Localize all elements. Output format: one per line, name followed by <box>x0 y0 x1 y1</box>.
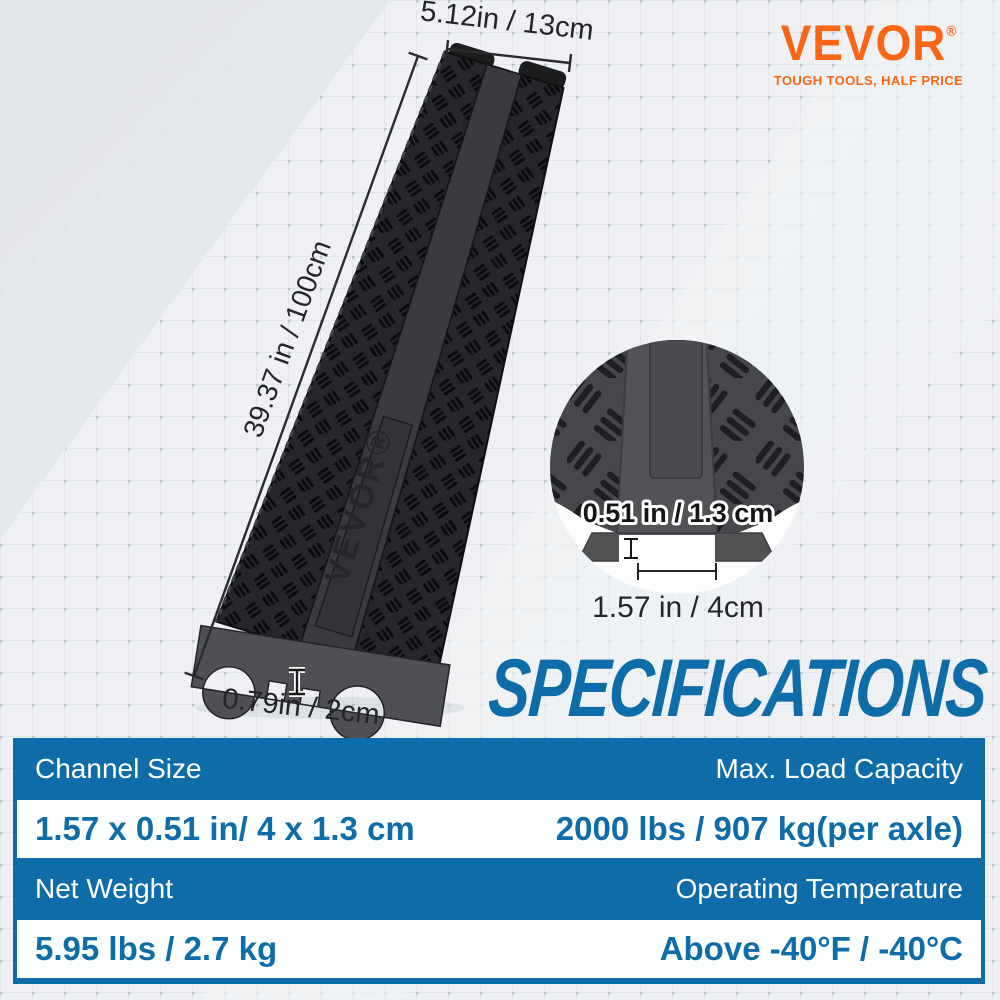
width-dimension-line <box>444 39 573 73</box>
brand-wordmark: VEVOR® <box>781 18 957 68</box>
height-dimension-label: 0.79in / 2cm <box>221 683 381 731</box>
label-channel-size: Channel Size <box>35 753 202 784</box>
label-max-load-capacity: Max. Load Capacity <box>715 753 963 784</box>
height-marker <box>289 667 305 697</box>
length-dimension-line <box>184 51 428 681</box>
inset-height-marker <box>624 536 638 561</box>
ramp-serrated-edge <box>214 50 447 623</box>
table-row-values-2: 5.95 lbs / 2.7 kg Above -40°F / -40°C <box>17 920 981 978</box>
brand-tagline: TOUGH TOOLS, HALF PRICE <box>773 73 964 88</box>
inset-channel-width-label: 1.57 in / 4cm <box>592 591 764 624</box>
inset-cross-section: 0.51 in / 1.3 cm <box>550 340 804 580</box>
label-operating-temperature: Operating Temperature <box>675 873 963 904</box>
value-net-weight: 5.95 lbs / 2.7 kg <box>35 930 278 967</box>
inset-width-dimension-line <box>637 563 717 580</box>
inset-channel-height-label: 0.51 in / 1.3 cm <box>583 498 774 528</box>
ramp-top-tab-right <box>518 61 567 89</box>
label-net-weight: Net Weight <box>35 873 173 904</box>
value-max-load-capacity: 2000 lbs / 907 kg(per axle) <box>555 810 963 847</box>
value-channel-size: 1.57 x 0.51 in/ 4 x 1.3 cm <box>35 810 415 847</box>
cable-ramp: VEVOR® <box>214 42 567 690</box>
cross-section-profile <box>190 624 451 741</box>
value-operating-temperature: Above -40°F / -40°C <box>659 930 963 967</box>
width-dimension-label: 5.12in / 13cm <box>419 0 596 47</box>
ramp-center-panel <box>314 415 414 638</box>
inset-center-panel <box>649 340 703 479</box>
brand-name-text: VEVOR <box>780 15 947 71</box>
registered-trademark-icon: ® <box>946 23 957 40</box>
brand-logo: VEVOR® TOUGH TOOLS, HALF PRICE <box>773 18 964 88</box>
ramp-cross-section <box>190 624 451 741</box>
section-title: SPECIFICATIONS <box>486 643 990 734</box>
spec-table: Channel Size Max. Load Capacity 1.57 x 0… <box>13 738 985 984</box>
table-row-labels-1: Channel Size Max. Load Capacity <box>13 738 985 800</box>
table-row-labels-2: Net Weight Operating Temperature <box>13 858 985 920</box>
table-row-values-1: 1.57 x 0.51 in/ 4 x 1.3 cm 2000 lbs / 90… <box>17 800 981 858</box>
